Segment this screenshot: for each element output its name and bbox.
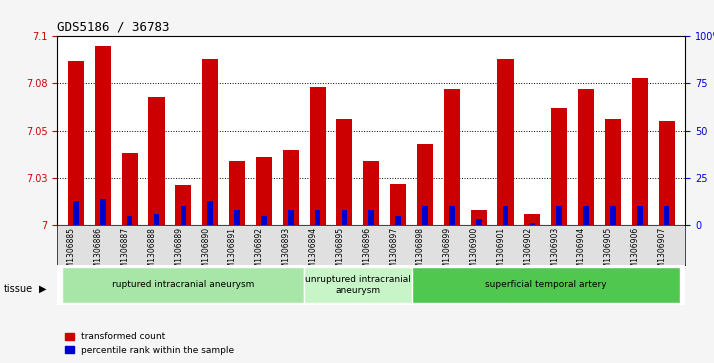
Bar	[154, 214, 159, 225]
Text: ruptured intracranial aneurysm: ruptured intracranial aneurysm	[112, 281, 254, 289]
Text: GSM1306906: GSM1306906	[630, 227, 640, 278]
Text: GSM1306885: GSM1306885	[67, 227, 76, 278]
Text: GSM1306890: GSM1306890	[201, 227, 210, 278]
Text: GSM1306898: GSM1306898	[416, 227, 425, 278]
Text: GSM1306904: GSM1306904	[577, 227, 586, 278]
Bar	[73, 200, 79, 225]
Bar	[637, 206, 643, 225]
Bar	[207, 200, 213, 225]
Text: GSM1306894: GSM1306894	[308, 227, 318, 278]
Bar	[202, 59, 218, 225]
Bar	[315, 210, 321, 225]
Text: GSM1306902: GSM1306902	[523, 227, 533, 278]
Bar	[583, 206, 589, 225]
Text: GSM1306900: GSM1306900	[470, 227, 478, 278]
Bar	[283, 150, 298, 225]
FancyBboxPatch shape	[304, 267, 411, 303]
Bar	[368, 210, 374, 225]
Bar	[127, 216, 132, 225]
Bar	[100, 199, 106, 225]
Bar	[632, 78, 648, 225]
Bar	[610, 206, 615, 225]
Bar	[524, 214, 540, 225]
Bar	[422, 206, 428, 225]
Bar	[578, 89, 594, 225]
Text: GSM1306907: GSM1306907	[658, 227, 667, 278]
Bar	[175, 185, 191, 225]
Text: GSM1306895: GSM1306895	[336, 227, 344, 278]
Bar	[390, 184, 406, 225]
Bar	[556, 206, 562, 225]
Bar	[341, 210, 347, 225]
Bar	[417, 144, 433, 225]
Bar	[449, 206, 455, 225]
Text: GSM1306887: GSM1306887	[121, 227, 130, 278]
Text: GSM1306899: GSM1306899	[443, 227, 452, 278]
Bar	[95, 46, 111, 225]
Text: GSM1306901: GSM1306901	[496, 227, 506, 278]
Bar	[498, 59, 513, 225]
Bar	[664, 206, 670, 225]
Text: GDS5186 / 36783: GDS5186 / 36783	[57, 21, 170, 34]
Bar	[363, 161, 379, 225]
FancyBboxPatch shape	[63, 267, 304, 303]
Bar	[658, 121, 675, 225]
Text: GSM1306888: GSM1306888	[148, 227, 156, 278]
Bar	[336, 119, 353, 225]
Bar	[503, 206, 508, 225]
Text: GSM1306891: GSM1306891	[228, 227, 237, 278]
Bar	[149, 97, 164, 225]
Text: GSM1306897: GSM1306897	[389, 227, 398, 278]
Text: ▶: ▶	[39, 284, 47, 294]
Bar	[396, 216, 401, 225]
Bar	[234, 210, 240, 225]
Text: GSM1306889: GSM1306889	[174, 227, 183, 278]
Text: tissue: tissue	[4, 284, 33, 294]
Bar	[530, 223, 536, 225]
Bar	[121, 153, 138, 225]
Text: GSM1306892: GSM1306892	[255, 227, 264, 278]
Bar	[551, 108, 568, 225]
Text: unruptured intracranial
aneurysm: unruptured intracranial aneurysm	[305, 275, 411, 295]
Text: GSM1306905: GSM1306905	[604, 227, 613, 278]
Text: GSM1306896: GSM1306896	[362, 227, 371, 278]
Bar	[605, 119, 621, 225]
Legend: transformed count, percentile rank within the sample: transformed count, percentile rank withi…	[61, 329, 238, 359]
Text: GSM1306903: GSM1306903	[550, 227, 559, 278]
Bar	[476, 219, 481, 225]
Bar	[181, 206, 186, 225]
Bar	[288, 210, 293, 225]
Bar	[444, 89, 460, 225]
Text: GSM1306893: GSM1306893	[282, 227, 291, 278]
Bar	[68, 61, 84, 225]
Text: GSM1306886: GSM1306886	[94, 227, 103, 278]
Bar	[261, 216, 267, 225]
Bar	[310, 87, 326, 225]
Text: superficial temporal artery: superficial temporal artery	[485, 281, 607, 289]
Bar	[471, 210, 487, 225]
Bar	[229, 161, 245, 225]
Bar	[256, 157, 272, 225]
FancyBboxPatch shape	[411, 267, 680, 303]
